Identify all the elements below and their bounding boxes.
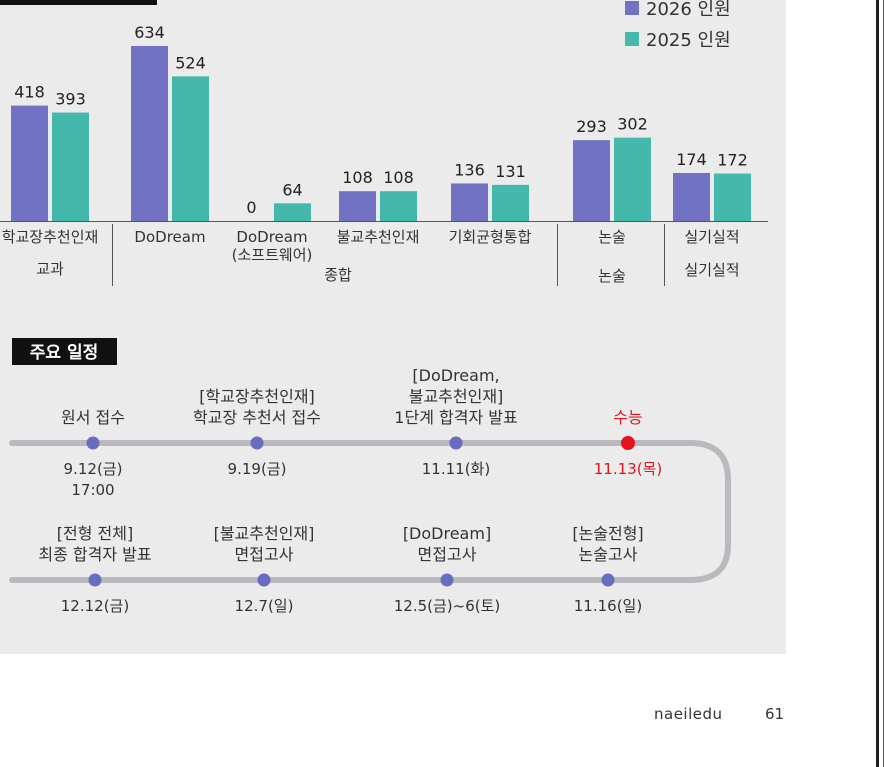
event-label: [DoDream] <box>403 524 491 543</box>
event-label: 원서 접수 <box>61 408 125 427</box>
data-label: 136 <box>454 160 485 179</box>
bar <box>172 76 209 221</box>
legend-label: 2026 인원 <box>646 0 731 20</box>
legend-swatch <box>625 32 639 46</box>
bar <box>614 137 651 221</box>
data-label: 302 <box>617 115 648 134</box>
bar <box>52 112 89 221</box>
event-label: 면접고사 <box>418 545 477 564</box>
category-label: 실기실적 <box>684 228 739 246</box>
event-date: 9.12(금) <box>64 460 123 478</box>
page-number: 61 <box>765 705 785 723</box>
event-label: [논술전형] <box>572 524 643 543</box>
data-label: 393 <box>55 90 86 109</box>
schedule-title-box <box>12 338 117 365</box>
data-label: 418 <box>14 83 45 102</box>
event-label: 수능 <box>613 408 642 427</box>
timeline-dot <box>601 573 615 587</box>
data-label: 0 <box>246 198 256 217</box>
schedule-title: 주요 일정 <box>30 343 98 363</box>
category-label: 학교장추천인재 <box>2 228 99 246</box>
bar <box>131 46 168 221</box>
timeline-dot <box>88 573 102 587</box>
data-label: 131 <box>495 162 526 181</box>
timeline-dot <box>621 436 635 450</box>
bar <box>673 172 710 221</box>
data-label: 293 <box>576 117 607 136</box>
timeline-dot <box>86 436 100 450</box>
event-date: 12.7(일) <box>235 597 294 615</box>
group-label: 논술 <box>598 267 626 285</box>
group-label: 종합 <box>324 266 352 284</box>
bar <box>573 140 610 221</box>
event-label: [학교장추천인재] <box>199 387 315 406</box>
footer-brand: naeiledu <box>654 705 723 723</box>
event-label: 논술고사 <box>579 545 638 564</box>
event-date: 12.5(금)~6(토) <box>394 597 501 615</box>
category-label: 기회균형통합 <box>449 228 532 246</box>
bar <box>714 173 751 221</box>
category-label: DoDream <box>236 228 307 246</box>
category-label: DoDream <box>134 228 205 246</box>
event-label: [전형 전체] <box>57 524 133 543</box>
category-label: (소프트웨어) <box>232 246 313 264</box>
data-label: 108 <box>383 168 414 187</box>
event-label: [불교추천인재] <box>214 524 315 543</box>
bar <box>451 183 488 221</box>
event-date: 11.13(목) <box>594 460 662 478</box>
legend-label: 2025 인원 <box>646 30 731 51</box>
timeline-dot <box>440 573 454 587</box>
timeline-dot <box>257 573 271 587</box>
event-label: [DoDream, <box>412 366 499 385</box>
bar <box>380 191 417 221</box>
data-label: 524 <box>175 53 206 72</box>
title-bar-fragment <box>0 0 157 5</box>
legend-swatch <box>625 1 639 15</box>
event-label: 1단계 합격자 발표 <box>394 408 517 427</box>
group-label: 실기실적 <box>684 261 739 279</box>
bar <box>274 203 311 221</box>
event-label: 불교추천인재] <box>409 387 504 406</box>
event-date: 9.19(금) <box>228 460 287 478</box>
event-label: 최종 합격자 발표 <box>38 545 151 564</box>
event-date: 12.12(금) <box>61 597 129 615</box>
data-label: 172 <box>717 151 748 170</box>
bar <box>11 105 48 221</box>
category-label: 논술 <box>598 228 626 246</box>
group-label: 교과 <box>36 260 64 278</box>
timeline-dot <box>449 436 463 450</box>
bar <box>339 191 376 221</box>
data-label: 174 <box>676 150 707 169</box>
data-label: 634 <box>134 23 165 42</box>
event-date: 17:00 <box>71 481 114 499</box>
data-label: 64 <box>282 180 302 199</box>
timeline-dot <box>250 436 264 450</box>
event-date: 11.11(화) <box>422 460 490 478</box>
category-label: 불교추천인재 <box>337 228 420 246</box>
data-label: 108 <box>342 168 373 187</box>
timeline-track <box>9 440 731 583</box>
bar <box>492 184 529 221</box>
event-label: 학교장 추천서 접수 <box>193 408 321 427</box>
event-date: 11.16(일) <box>574 597 642 615</box>
event-label: 면접고사 <box>235 545 294 564</box>
page-edge <box>876 0 886 767</box>
